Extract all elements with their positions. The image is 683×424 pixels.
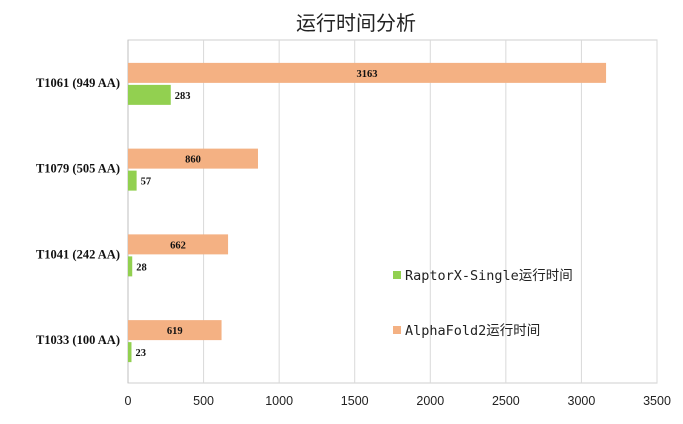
category-label: T1079 (505 AA) [36,162,120,176]
x-tick-label-3000: 3000 [568,394,596,408]
legend-swatch [393,326,401,334]
bar-alphafold2 [128,62,607,83]
bar-raptorx-single [128,84,171,105]
x-tick-label-3500: 3500 [643,394,671,408]
bar-raptorx-single [128,256,133,277]
data-label: 23 [135,348,146,359]
data-label: 860 [185,155,201,166]
category-label: T1061 (949 AA) [36,76,120,90]
bar-raptorx-single [128,170,137,191]
category-label: T1033 (100 AA) [36,333,120,347]
x-tick-label-500: 500 [193,394,214,408]
data-label: 3163 [357,69,378,80]
bar-alphafold2 [128,234,229,255]
legend: RaptorX-Single运行时间 AlphaFold2运行时间 [393,268,573,339]
legend-label: AlphaFold2运行时间 [405,323,540,339]
x-tick-label-0: 0 [125,394,132,408]
x-tick-label-2000: 2000 [416,394,444,408]
x-tick-label-2500: 2500 [492,394,520,408]
category-label: T1041 (242 AA) [36,247,120,261]
bar-alphafold2 [128,320,222,341]
bar-raptorx-single [128,342,132,363]
data-label: 619 [167,326,183,337]
data-label: 28 [136,262,147,273]
chart-title: 运行时间分析 [296,11,416,35]
data-label: 283 [175,91,191,102]
legend-label: RaptorX-Single运行时间 [405,268,573,284]
bars: 3163 283 860 57 662 28 619 23 [128,62,607,363]
x-axis-ticks: 0 500 1000 1500 2000 2500 3000 3500 [125,394,671,408]
data-label: 57 [141,177,152,188]
data-label: 662 [170,240,186,251]
bar-alphafold2 [128,148,258,169]
legend-swatch [393,271,401,279]
category-labels: T1061 (949 AA) T1079 (505 AA) T1041 (242 A… [36,76,120,347]
x-tick-label-1000: 1000 [265,394,293,408]
x-tick-label-1500: 1500 [341,394,369,408]
